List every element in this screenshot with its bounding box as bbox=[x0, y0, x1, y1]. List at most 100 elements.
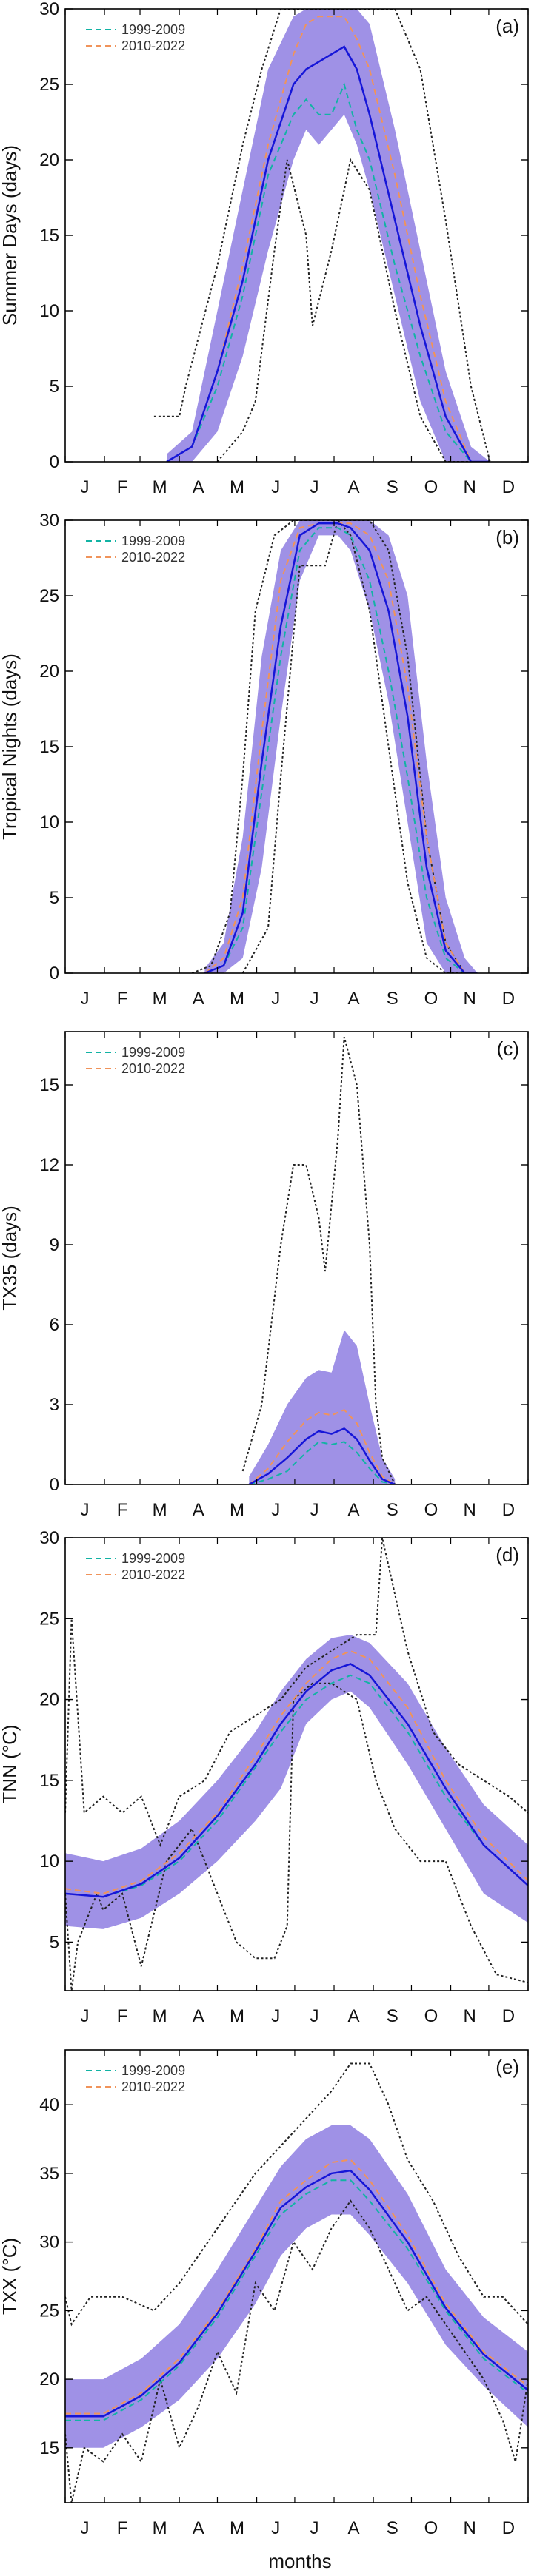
y-axis-label: TNN (°C) bbox=[0, 1724, 21, 1803]
x-tick-label: O bbox=[424, 477, 438, 497]
x-tick-label: M bbox=[230, 477, 244, 497]
y-axis-label: Summer Days (days) bbox=[0, 145, 21, 326]
x-tick-label: A bbox=[193, 1500, 204, 1520]
x-tick-label: J bbox=[310, 989, 318, 1009]
x-tick-label: S bbox=[387, 2006, 398, 2026]
y-tick-label: 40 bbox=[39, 2095, 59, 2115]
x-tick-label: O bbox=[424, 2518, 438, 2538]
x-tick-label: M bbox=[230, 2006, 244, 2026]
y-tick-label: 20 bbox=[39, 2370, 59, 2390]
x-tick-label: A bbox=[193, 2006, 204, 2026]
x-tick-label: J bbox=[271, 1500, 280, 1520]
max-line bbox=[65, 2062, 528, 2327]
plot-area bbox=[65, 1538, 528, 1991]
spread-band bbox=[249, 1330, 396, 1484]
x-tick-label: O bbox=[424, 989, 438, 1009]
legend-label: 1999-2009 bbox=[121, 1045, 185, 1060]
x-tick-label: D bbox=[502, 1500, 515, 1520]
min-line bbox=[65, 1682, 528, 1991]
x-tick-label: J bbox=[310, 1500, 318, 1520]
plot-area bbox=[153, 9, 491, 462]
series-line bbox=[65, 1649, 528, 1894]
x-tick-label: M bbox=[153, 477, 167, 497]
series-line bbox=[248, 1409, 396, 1484]
x-tick-label: S bbox=[387, 989, 398, 1009]
y-tick-label: 0 bbox=[50, 452, 59, 472]
x-tick-label: A bbox=[348, 989, 360, 1009]
x-tick-label: J bbox=[81, 2006, 90, 2026]
x-tick-label: M bbox=[230, 2518, 244, 2538]
y-tick-label: 30 bbox=[39, 1528, 59, 1548]
series-line bbox=[204, 527, 478, 973]
y-tick-label: 20 bbox=[39, 1690, 59, 1710]
x-tick-label: A bbox=[348, 477, 360, 497]
chart-panel: 0 3 6 9 12 15 J F M A M J J A S O N D TX35 (days) (c) 1999-2… bbox=[0, 1031, 529, 1520]
mean-line bbox=[65, 1663, 528, 1898]
x-tick-label: A bbox=[193, 477, 204, 497]
legend-label: 2010-2022 bbox=[121, 38, 185, 53]
x-tick-label: O bbox=[424, 2006, 438, 2026]
series-line bbox=[166, 81, 490, 462]
series-line bbox=[65, 2159, 528, 2415]
x-tick-label: M bbox=[230, 989, 244, 1009]
y-tick-label: 0 bbox=[50, 1475, 59, 1495]
y-tick-label: 0 bbox=[50, 964, 59, 983]
mean-line bbox=[166, 45, 490, 462]
y-tick-label: 15 bbox=[39, 2438, 59, 2458]
plot-frame bbox=[64, 1537, 529, 1991]
panel-tag: (a) bbox=[496, 15, 519, 37]
legend-label: 2010-2022 bbox=[121, 2079, 185, 2094]
series-line bbox=[249, 1441, 396, 1484]
x-tick-label: J bbox=[271, 989, 280, 1009]
x-tick-label: J bbox=[310, 2006, 318, 2026]
x-tick-label: A bbox=[348, 2006, 360, 2026]
plot-area bbox=[65, 2062, 528, 2503]
series-line bbox=[166, 16, 490, 462]
y-tick-label: 25 bbox=[39, 75, 59, 95]
y-tick-label: 30 bbox=[39, 511, 59, 531]
y-tick-label: 25 bbox=[39, 1609, 59, 1629]
x-tick-label: A bbox=[348, 1500, 360, 1520]
mean-line bbox=[204, 522, 478, 973]
x-tick-label: M bbox=[153, 989, 167, 1009]
x-tick-label: N bbox=[464, 2006, 476, 2026]
y-tick-label: 10 bbox=[39, 301, 59, 321]
chart-panel: 15 20 25 30 35 40 J F M A M J J A S O N D TXX (°C) (e) 1999-… bbox=[0, 2049, 529, 2538]
y-tick-label: 15 bbox=[39, 226, 59, 246]
x-tick-label: A bbox=[193, 2518, 204, 2538]
x-axis-label: months bbox=[268, 2550, 331, 2572]
x-tick-label: J bbox=[81, 477, 90, 497]
chart-panel: 0 5 10 15 20 25 30 J F M A M J J A S O N D Tropical Nights … bbox=[0, 511, 529, 1009]
x-tick-label: F bbox=[117, 989, 128, 1009]
y-tick-label: 10 bbox=[39, 1852, 59, 1872]
legend-label: 1999-2009 bbox=[121, 1551, 185, 1566]
legend-label: 1999-2009 bbox=[121, 22, 185, 37]
x-tick-label: N bbox=[464, 2518, 476, 2538]
x-tick-label: N bbox=[464, 989, 476, 1009]
legend-label: 2010-2022 bbox=[121, 1061, 185, 1076]
max-line bbox=[153, 9, 491, 462]
x-tick-label: N bbox=[464, 1500, 476, 1520]
y-tick-label: 5 bbox=[50, 377, 59, 397]
y-tick-label: 5 bbox=[50, 1932, 59, 1952]
panel-tag: (c) bbox=[497, 1038, 519, 1060]
y-tick-label: 3 bbox=[50, 1395, 59, 1415]
x-tick-label: A bbox=[193, 989, 204, 1009]
x-tick-label: M bbox=[153, 1500, 167, 1520]
series-line bbox=[204, 522, 478, 973]
x-tick-label: J bbox=[81, 1500, 90, 1520]
series-line bbox=[65, 1674, 528, 1898]
legend-label: 2010-2022 bbox=[121, 550, 185, 565]
plot-frame bbox=[64, 1031, 529, 1485]
y-tick-label: 12 bbox=[39, 1155, 59, 1175]
x-tick-label: J bbox=[81, 2518, 90, 2538]
x-tick-label: D bbox=[502, 2006, 515, 2026]
x-tick-label: M bbox=[230, 1500, 244, 1520]
plot-area bbox=[191, 520, 478, 973]
x-tick-label: F bbox=[117, 2518, 128, 2538]
